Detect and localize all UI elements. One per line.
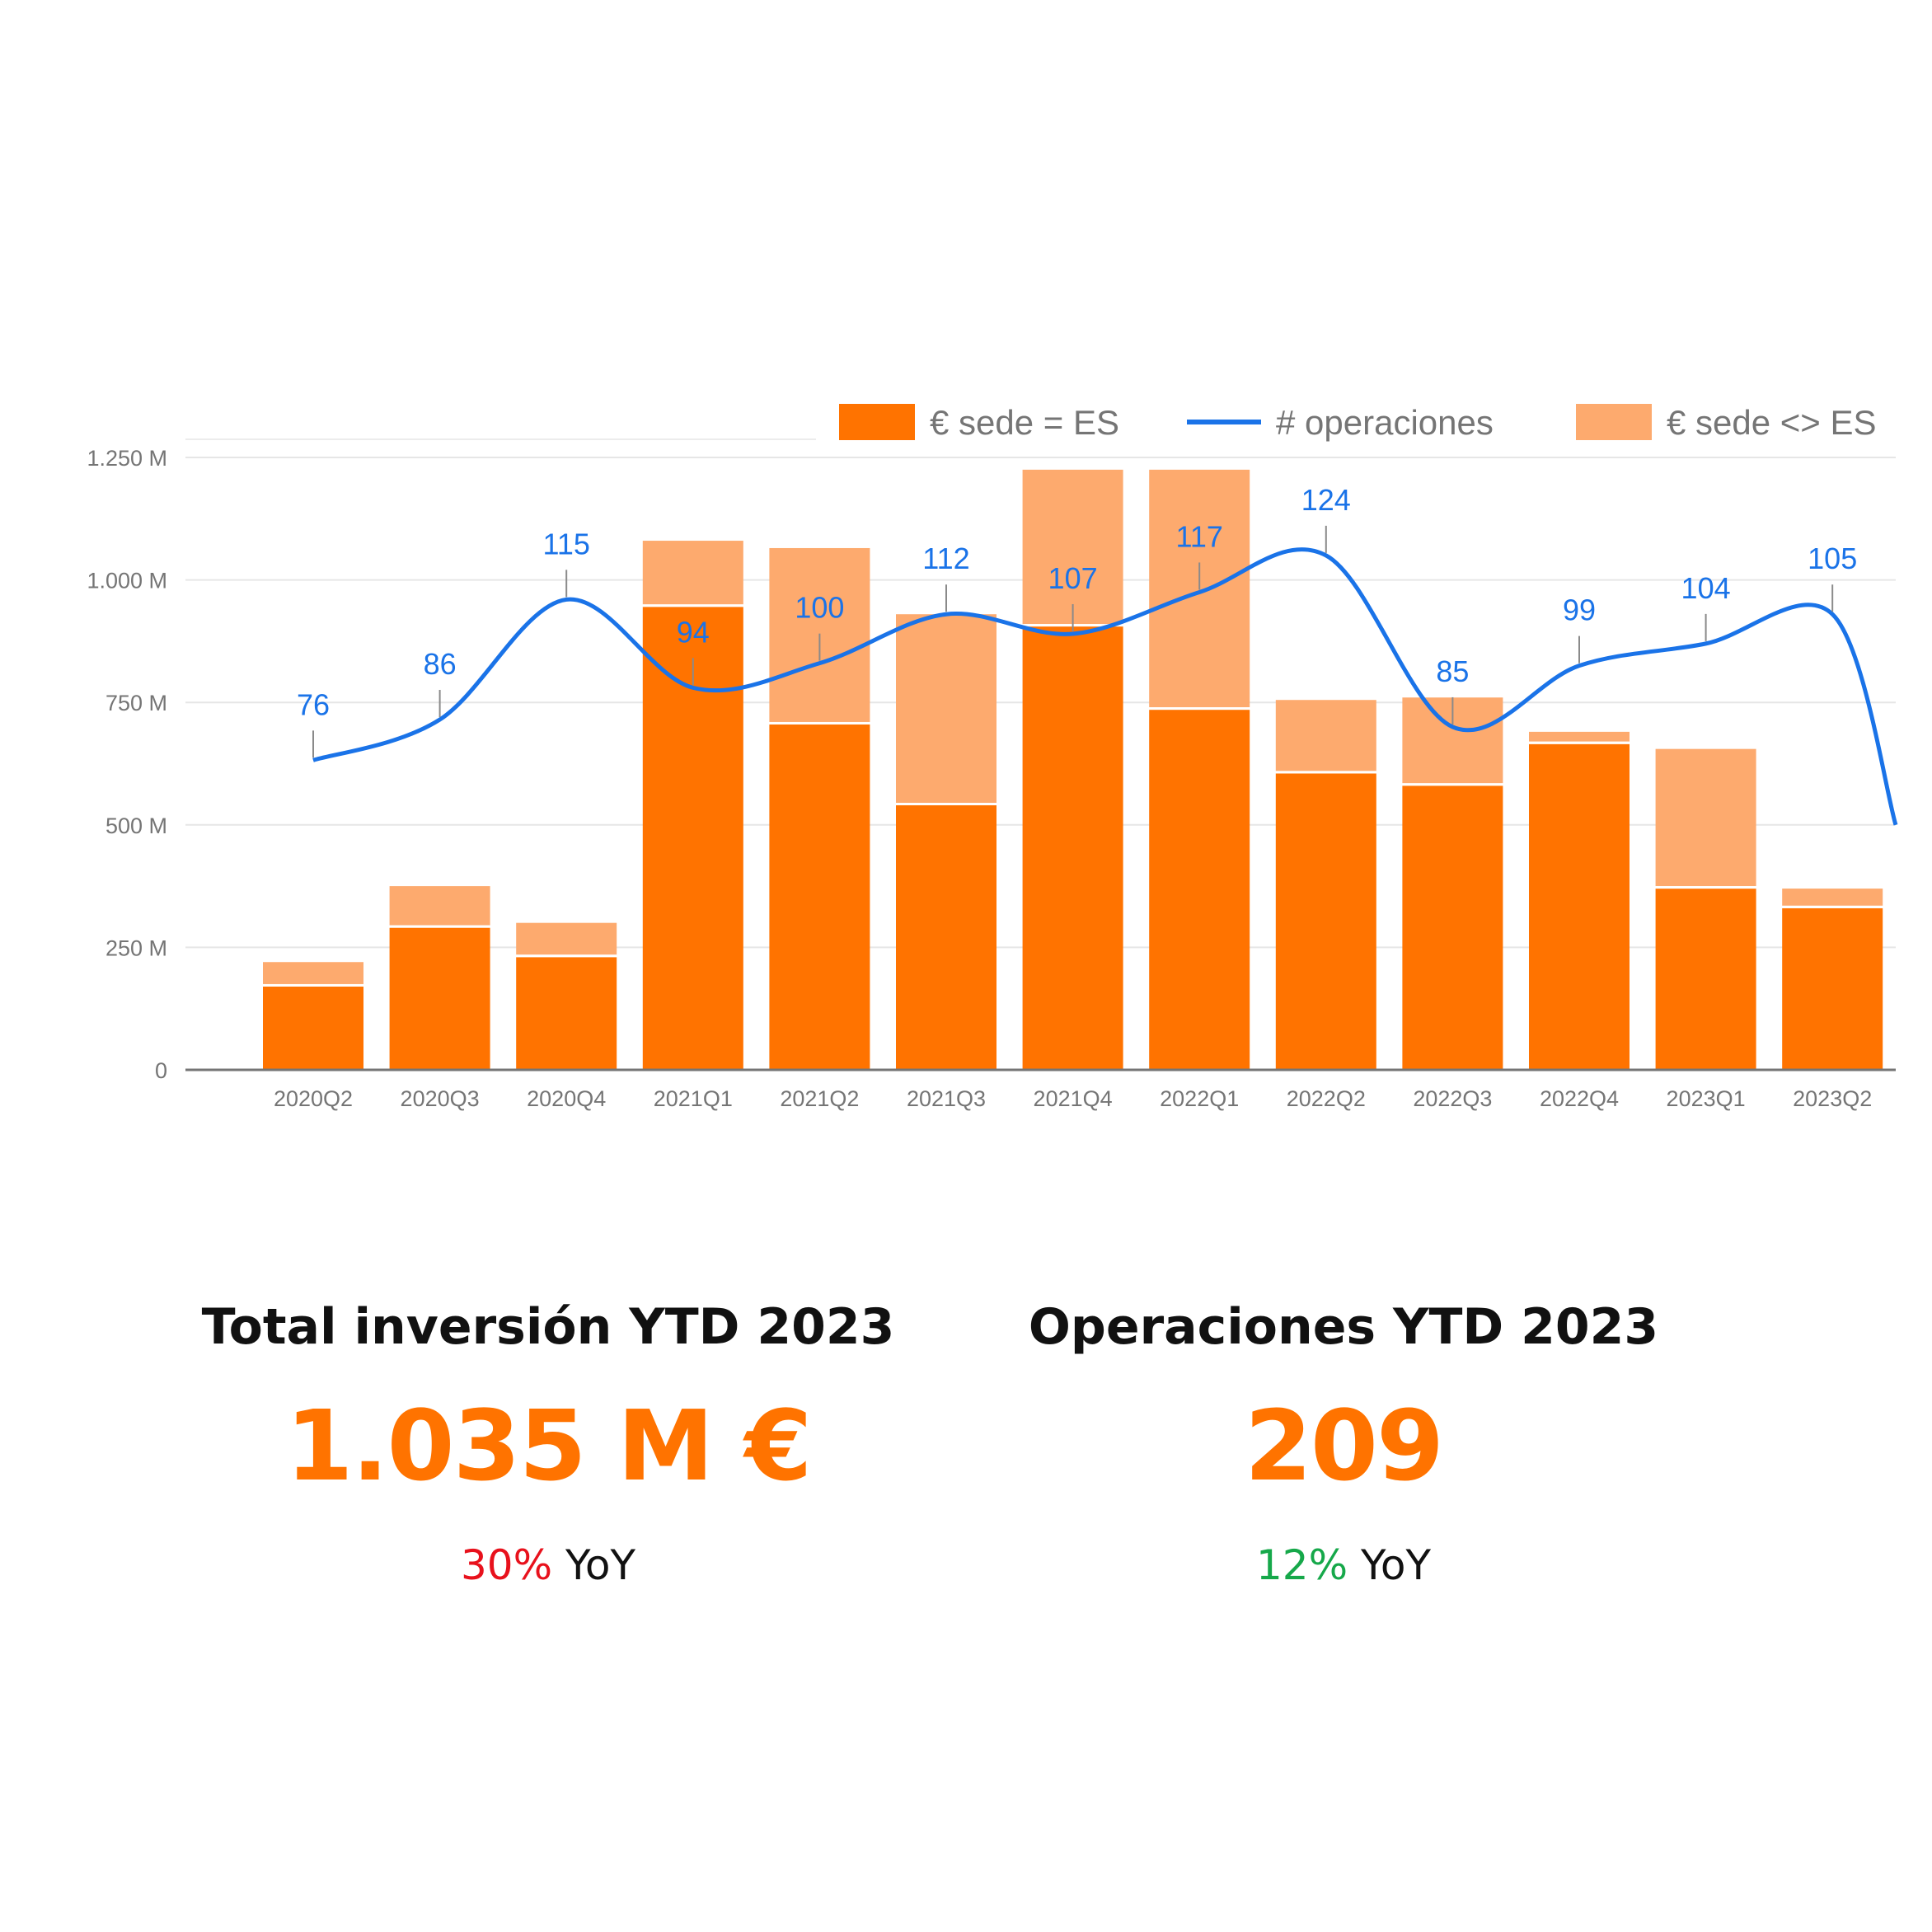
legend-label-sede-no-es: € sede <> ES xyxy=(1667,403,1877,442)
line-layer: 76 86 115 94 100 112 107 117 124 85 99 104 105 xyxy=(297,483,1898,826)
x-tick-label: 2022Q4 xyxy=(1540,1086,1619,1111)
kpi-investment-change-suffix: YoY xyxy=(565,1541,636,1589)
operations-data-label: 115 xyxy=(542,527,589,560)
x-tick-label: 2020Q2 xyxy=(274,1086,353,1111)
operations-data-label: 105 xyxy=(1808,542,1857,575)
x-tick-label: 2022Q1 xyxy=(1160,1086,1239,1111)
y-tick-label: 250 M xyxy=(106,936,167,960)
y-tick-label: 1.000 M xyxy=(87,569,167,593)
operations-data-label: 124 xyxy=(1301,483,1351,517)
kpi-investment-change: 30% YoY xyxy=(177,1541,919,1589)
bar-sede-es xyxy=(1022,626,1123,1070)
bar-sede-es xyxy=(1149,710,1250,1070)
investment-chart: 0 250 M 500 M 750 M 1.000 M 1.250 M 2020Q2 2020… xyxy=(87,403,1898,1111)
bar-sede-no-es xyxy=(642,541,743,605)
bar-sede-es xyxy=(263,986,363,1070)
bar-sede-es xyxy=(1402,785,1503,1070)
bar-sede-es xyxy=(1655,889,1756,1070)
operations-data-label: 107 xyxy=(1048,561,1098,595)
x-tick-label: 2020Q4 xyxy=(527,1086,606,1111)
kpi-operations: Operaciones YTD 2023 209 12% YoY xyxy=(973,1298,1714,1628)
legend: € sede = ES # operaciones € sede <> ES xyxy=(839,403,1877,442)
kpi-investment-value: 1.035 M € xyxy=(285,1389,813,1503)
kpi-investment-title: Total inversión YTD 2023 xyxy=(201,1298,895,1356)
x-tick-label: 2022Q2 xyxy=(1287,1086,1366,1111)
legend-label-sede-es: € sede = ES xyxy=(930,403,1119,442)
bar-sede-no-es xyxy=(1022,469,1123,625)
operations-data-label: 104 xyxy=(1681,571,1731,605)
operations-data-label: 112 xyxy=(922,542,969,575)
bar-sede-no-es xyxy=(389,886,490,926)
kpi-operations-title: Operaciones YTD 2023 xyxy=(1028,1298,1659,1356)
operations-line xyxy=(312,547,1898,826)
y-tick-label: 0 xyxy=(155,1058,167,1083)
x-tick-label: 2021Q4 xyxy=(1034,1086,1113,1111)
x-tick-label: 2020Q3 xyxy=(401,1086,480,1111)
legend-label-operaciones: # operaciones xyxy=(1276,403,1494,442)
kpi-investment: Total inversión YTD 2023 1.035 M € 30% Y… xyxy=(177,1298,919,1628)
x-tick-label: 2021Q2 xyxy=(780,1086,859,1111)
y-tick-label: 750 M xyxy=(106,691,167,715)
bar-sede-es xyxy=(896,805,996,1070)
kpi-operations-change-suffix: YoY xyxy=(1361,1541,1432,1589)
bar-sede-es xyxy=(389,927,490,1070)
x-tick-label: 2023Q1 xyxy=(1667,1086,1746,1111)
bar-sede-no-es xyxy=(516,922,617,955)
operations-data-label: 94 xyxy=(677,615,710,649)
y-tick-label: 500 M xyxy=(106,814,167,838)
bar-sede-no-es xyxy=(263,962,363,984)
bar-sede-es xyxy=(1782,907,1883,1070)
x-tick-label: 2022Q3 xyxy=(1413,1086,1492,1111)
bar-sede-es xyxy=(1529,743,1630,1070)
operations-data-label: 86 xyxy=(424,647,457,681)
y-tick-label: 1.250 M xyxy=(87,446,167,471)
bar-sede-es xyxy=(516,957,617,1070)
bar-sede-no-es xyxy=(1782,889,1883,906)
kpi-operations-change-value: 12% xyxy=(1255,1541,1348,1589)
operations-data-label: 117 xyxy=(1175,519,1222,553)
bar-sede-es xyxy=(769,724,870,1070)
bars-layer xyxy=(263,469,1883,1070)
bar-sede-no-es xyxy=(896,614,996,804)
legend-swatch-sede-es xyxy=(839,404,915,440)
bar-sede-es xyxy=(1275,773,1376,1070)
operations-data-label: 85 xyxy=(1436,654,1469,688)
kpi-investment-change-value: 30% xyxy=(460,1541,553,1589)
x-tick-label: 2021Q1 xyxy=(654,1086,733,1111)
operations-data-label: 99 xyxy=(1563,593,1596,627)
x-tick-label: 2021Q3 xyxy=(907,1086,986,1111)
kpi-operations-value: 209 xyxy=(1244,1389,1444,1503)
operations-data-label: 76 xyxy=(297,687,330,721)
bar-sede-no-es xyxy=(1529,731,1630,742)
bar-sede-no-es xyxy=(1655,748,1756,887)
axis-layer: 0 250 M 500 M 750 M 1.000 M 1.250 M 2020Q2 2020… xyxy=(87,446,1896,1111)
kpi-operations-change: 12% YoY xyxy=(973,1541,1714,1589)
bar-sede-no-es xyxy=(1275,700,1376,771)
operations-data-label: 100 xyxy=(795,591,844,625)
legend-swatch-sede-no-es xyxy=(1576,404,1652,440)
x-tick-label: 2023Q2 xyxy=(1793,1086,1872,1111)
